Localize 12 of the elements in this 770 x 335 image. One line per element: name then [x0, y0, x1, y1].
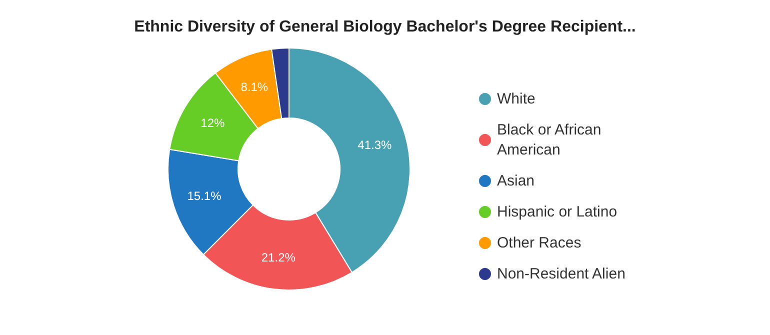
- legend-label: White: [497, 90, 536, 108]
- legend-label: Black or African American: [497, 122, 606, 158]
- data-label: 21.2%: [261, 250, 296, 264]
- data-label: 8.1%: [240, 80, 268, 94]
- chart-title: Ethnic Diversity of General Biology Bachelor's Degree Recipient...: [134, 18, 636, 36]
- data-label: 15.1%: [187, 189, 222, 204]
- data-label: 12%: [200, 116, 226, 130]
- legend-label: Hispanic or Latino: [497, 204, 618, 220]
- legend-label: Non-Resident Alien: [497, 266, 626, 282]
- legend-label: Asian: [497, 172, 535, 190]
- legend-label: Other Races: [497, 234, 582, 252]
- data-label: 41.3%: [358, 138, 392, 152]
